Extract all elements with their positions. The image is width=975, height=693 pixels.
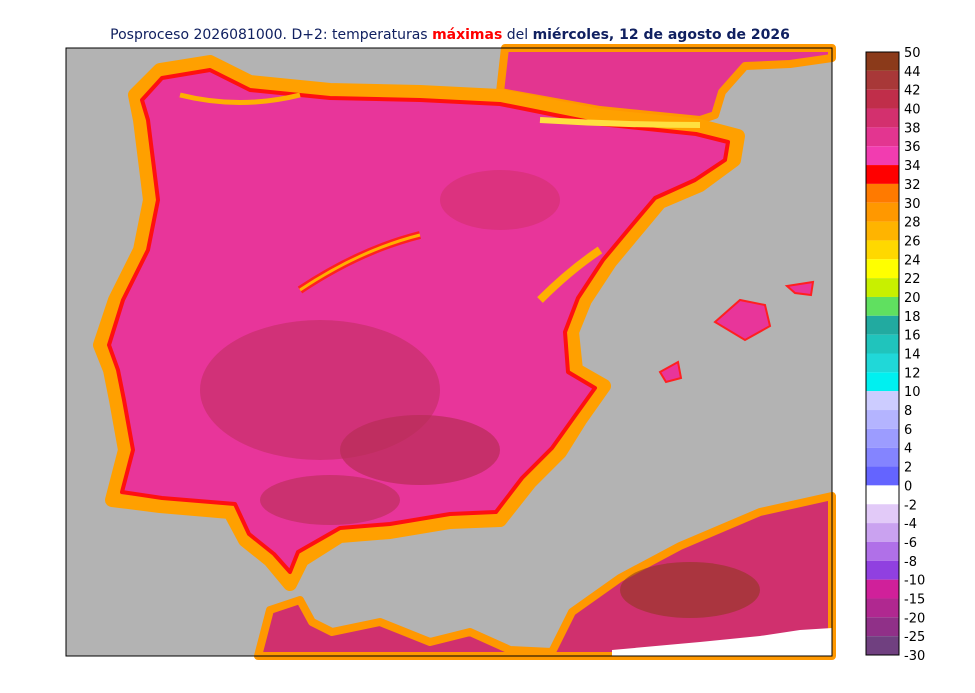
colorbar-label: -2 xyxy=(904,498,917,513)
hot-zone xyxy=(620,562,760,618)
colorbar-box xyxy=(866,127,899,147)
colorbar-box xyxy=(866,70,899,90)
colorbar-label: -30 xyxy=(904,649,925,664)
iberian-range xyxy=(537,246,603,303)
colorbar-label: -4 xyxy=(904,517,917,532)
pyrenees xyxy=(539,117,701,128)
cantabrian-range xyxy=(179,92,301,105)
colorbar-label: 38 xyxy=(904,121,921,136)
mountain-range xyxy=(299,233,421,292)
colorbar-label: 0 xyxy=(904,479,912,494)
colorbar-box xyxy=(866,541,899,561)
colorbar-box xyxy=(866,165,899,184)
colorbar-box xyxy=(866,108,899,128)
colorbar-label: 8 xyxy=(904,404,912,419)
colorbar-label: 24 xyxy=(904,253,921,268)
title-date: miércoles, 12 de agosto de 2026 xyxy=(533,27,790,43)
colorbar-label: 16 xyxy=(904,329,921,344)
title: Posproceso 2026081000. D+2: temperaturas… xyxy=(110,27,790,43)
colorbar-frame xyxy=(865,51,900,656)
colorbar-box xyxy=(866,466,899,486)
colorbar-box xyxy=(866,278,899,297)
colorbar-box xyxy=(866,202,899,222)
hot-zone xyxy=(260,475,400,525)
menorca xyxy=(784,280,815,297)
title-highlight: máximas xyxy=(432,27,502,43)
colorbar-box xyxy=(866,447,899,467)
colorbar: 5044424038363432302826242220181614121086… xyxy=(865,46,925,664)
colorbar-box xyxy=(866,598,899,618)
colorbar-box xyxy=(866,410,899,429)
colorbar-box xyxy=(866,240,899,260)
title-prefix: Posproceso 2026081000. D+2: temperaturas xyxy=(110,27,427,43)
colorbar-label: 26 xyxy=(904,234,921,249)
colorbar-box xyxy=(866,560,899,580)
mallorca xyxy=(713,298,772,342)
colorbar-label: 10 xyxy=(904,385,921,400)
title-middle: del xyxy=(507,27,528,43)
colorbar-label: -10 xyxy=(904,574,925,589)
colorbar-label: 6 xyxy=(904,423,912,438)
colorbar-label: -8 xyxy=(904,555,917,570)
colorbar-label: 28 xyxy=(904,216,921,231)
colorbar-label: 18 xyxy=(904,310,921,325)
colorbar-label: 12 xyxy=(904,366,921,381)
frame xyxy=(65,47,833,657)
colorbar-label: 44 xyxy=(904,65,921,80)
colorbar-label: 36 xyxy=(904,140,921,155)
colorbar-label: 20 xyxy=(904,291,921,306)
colorbar-label: -6 xyxy=(904,536,917,551)
colorbar-box xyxy=(866,334,899,354)
ibiza xyxy=(658,360,683,384)
colorbar-box xyxy=(866,183,899,203)
colorbar-box xyxy=(866,579,899,599)
colorbar-label: -15 xyxy=(904,592,925,607)
colorbar-label: 50 xyxy=(904,46,921,61)
colorbar-box xyxy=(866,259,899,279)
colorbar-box xyxy=(866,523,899,542)
colorbar-label: 40 xyxy=(904,103,921,118)
hot-zone xyxy=(340,415,500,485)
colorbar-label: -20 xyxy=(904,611,925,626)
colorbar-box xyxy=(866,146,899,166)
colorbar-box xyxy=(866,296,899,316)
colorbar-box xyxy=(866,428,899,448)
colorbar-box xyxy=(866,89,899,109)
colorbar-box xyxy=(866,504,899,524)
colorbar-box xyxy=(866,353,899,373)
colorbar-label: 34 xyxy=(904,159,921,174)
colorbar-label: 2 xyxy=(904,461,912,476)
colorbar-box xyxy=(866,391,899,411)
hot-zone xyxy=(440,170,560,230)
colorbar-box xyxy=(866,372,899,392)
colorbar-label: 30 xyxy=(904,197,921,212)
colorbar-label: 32 xyxy=(904,178,921,193)
colorbar-box xyxy=(866,315,899,335)
colorbar-label: 22 xyxy=(904,272,921,287)
colorbar-box xyxy=(866,617,899,637)
no-data xyxy=(612,628,832,656)
colorbar-label: 42 xyxy=(904,84,921,99)
colorbar-label: 14 xyxy=(904,348,921,363)
colorbar-box xyxy=(866,636,899,655)
colorbar-box xyxy=(866,52,899,71)
colorbar-label: -25 xyxy=(904,630,925,645)
colorbar-box xyxy=(866,485,899,505)
colorbar-label: 4 xyxy=(904,442,912,457)
map-area xyxy=(65,44,836,660)
colorbar-box xyxy=(866,221,899,241)
